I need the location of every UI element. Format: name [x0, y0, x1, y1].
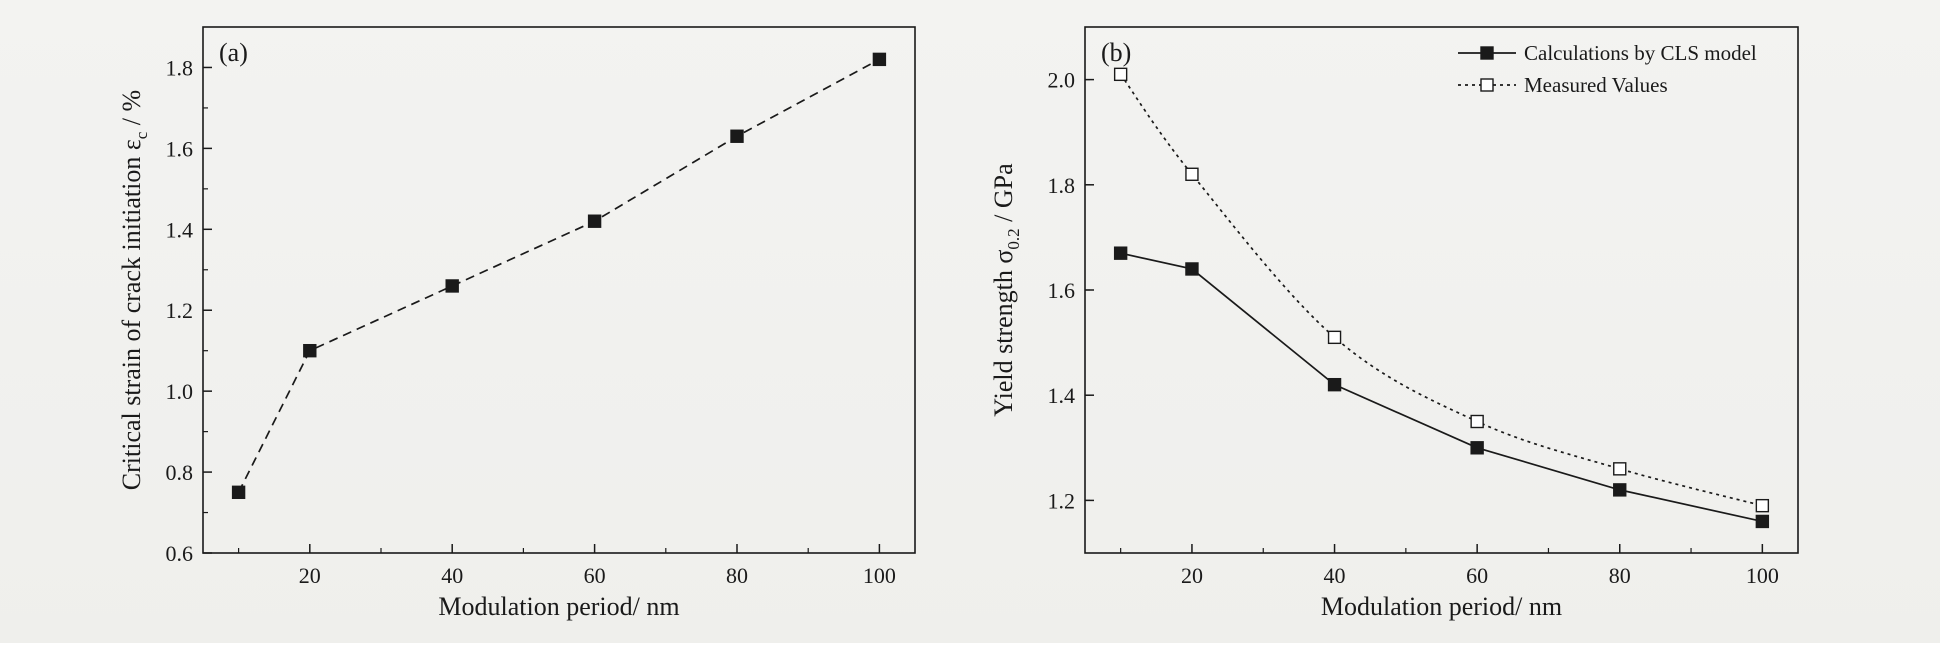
- x-axis-label: Modulation period/ nm: [438, 592, 679, 621]
- x-tick-label: 40: [1324, 563, 1346, 588]
- y-tick-label: 1.4: [1048, 383, 1076, 408]
- y-tick-label: 1.2: [1048, 488, 1076, 513]
- data-point: [303, 343, 317, 358]
- y-tick-label: 1.2: [166, 298, 194, 323]
- legend-marker: [1480, 78, 1494, 92]
- y-axis-label: Yield strength σ0.2 / GPa: [989, 163, 1023, 417]
- panel-b: 20 40 60 80 100 1.2 1.4 1.6 1.8 2.0 (b) Modulation …: [989, 26, 1799, 621]
- x-tick-label: 80: [726, 563, 748, 588]
- x-tick-label: 60: [584, 563, 606, 588]
- series-line: [1119, 73, 1763, 507]
- series-line: [1120, 252, 1763, 523]
- data-point: [1185, 262, 1199, 276]
- data-point: [1755, 498, 1770, 513]
- y-tick-label: 0.8: [166, 460, 194, 485]
- y-tick-label: 0.6: [166, 541, 194, 566]
- legend-label: Measured Values: [1524, 73, 1668, 97]
- scan-margin: [0, 643, 1940, 659]
- y-tick-label: 1.0: [166, 379, 194, 404]
- series-line: [237, 58, 880, 493]
- data-point: [730, 129, 744, 143]
- data-point: [587, 214, 602, 228]
- panel-label: (a): [219, 38, 248, 67]
- data-point: [1113, 67, 1128, 82]
- data-point: [1185, 167, 1199, 181]
- x-tick-label: 100: [1746, 563, 1779, 588]
- plot-frame: [1084, 26, 1799, 554]
- data-point: [1470, 441, 1484, 455]
- data-point: [1327, 377, 1342, 392]
- data-point: [1755, 514, 1770, 529]
- x-tick-label: 40: [441, 563, 463, 588]
- y-tick-label: 1.6: [1048, 278, 1076, 303]
- y-tick-label: 1.6: [166, 136, 194, 161]
- data-point: [1113, 246, 1128, 260]
- data-point: [445, 279, 459, 293]
- x-tick-label: 80: [1609, 563, 1631, 588]
- y-tick-label: 1.4: [166, 217, 194, 242]
- data-point: [1613, 483, 1627, 497]
- legend-marker: [1480, 46, 1494, 60]
- x-tick-label: 100: [863, 563, 896, 588]
- plot-frame: [202, 26, 916, 554]
- x-tick-label: 60: [1466, 563, 1488, 588]
- data-point: [1613, 462, 1627, 476]
- panel-label: (b): [1101, 38, 1131, 67]
- data-point: [1327, 330, 1342, 345]
- y-tick-label: 1.8: [166, 55, 194, 80]
- data-point: [872, 52, 887, 67]
- x-tick-label: 20: [299, 563, 321, 588]
- y-tick-label: 1.8: [1048, 173, 1076, 198]
- x-tick-label: 20: [1181, 563, 1203, 588]
- legend-label: Calculations by CLS model: [1524, 41, 1757, 65]
- data-point: [1470, 414, 1484, 429]
- x-axis-label: Modulation period/ nm: [1321, 592, 1562, 621]
- data-point: [231, 485, 246, 500]
- y-axis-label: Critical strain of crack initiation εc /…: [117, 90, 151, 490]
- panel-a: 20 40 60 80 100 0.6 0.8 1.0 1.2 1.4 1.6 1.8 (a) Modul…: [117, 26, 916, 621]
- y-tick-label: 2.0: [1048, 68, 1076, 93]
